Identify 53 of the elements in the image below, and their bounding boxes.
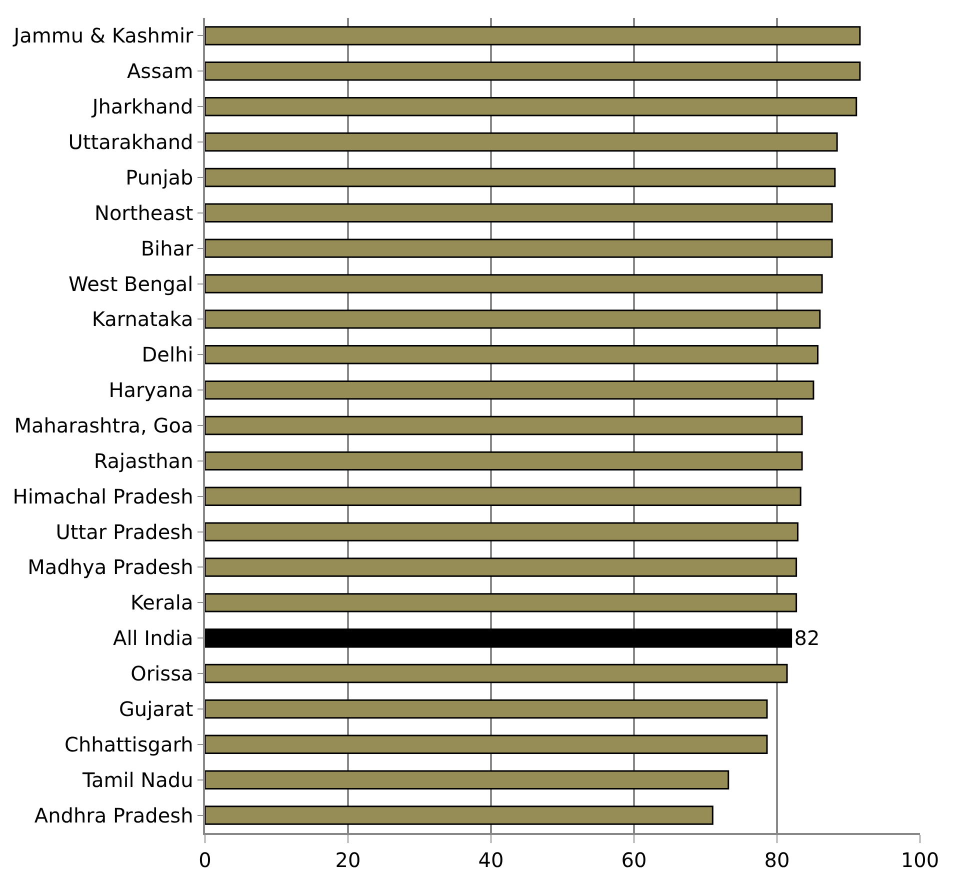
- bar: [205, 664, 788, 684]
- y-tick-label: Himachal Pradesh: [12, 484, 194, 508]
- y-tick-label: West Bengal: [68, 272, 194, 296]
- bar: [205, 628, 792, 648]
- y-tick-label: All India: [113, 626, 194, 650]
- bar: [205, 770, 730, 790]
- y-tick-label: Assam: [126, 59, 194, 84]
- bar: [205, 310, 821, 329]
- bar: [205, 451, 803, 471]
- y-tick-label: Andhra Pradesh: [34, 803, 194, 828]
- x-tick-label: 0: [198, 848, 212, 872]
- bar: [205, 345, 819, 364]
- bar: [205, 26, 861, 46]
- y-tick-label: Chhattisgarh: [64, 732, 194, 756]
- y-tick-label: Orissa: [130, 662, 194, 686]
- bar: [205, 62, 861, 81]
- x-tick-label: 80: [764, 848, 790, 872]
- bar: [205, 699, 768, 719]
- bar: [205, 806, 714, 825]
- bar: [205, 593, 798, 612]
- y-tick-label: Haryana: [108, 378, 194, 402]
- y-tick-label: Rajasthan: [94, 448, 194, 473]
- y-tick-label: Bihar: [140, 236, 194, 260]
- y-tick-label: Punjab: [126, 165, 194, 190]
- y-tick-label: Maharashtra, Goa: [14, 414, 194, 438]
- data-label: 82: [794, 626, 820, 650]
- bar: [205, 558, 798, 577]
- bar: [205, 132, 838, 152]
- y-tick-label: Karnataka: [92, 307, 194, 332]
- bar: [205, 274, 823, 294]
- bar: [205, 416, 803, 436]
- bar: [205, 203, 833, 222]
- bar: [205, 96, 858, 116]
- bar: [205, 486, 802, 506]
- y-tick-label: Jharkhand: [90, 94, 194, 119]
- y-tick-label: Tamil Nadu: [82, 768, 194, 792]
- y-tick-label: Kerala: [130, 590, 194, 615]
- x-tick-label: 100: [900, 848, 940, 872]
- y-tick-label: Jammu & Kashmir: [12, 24, 194, 48]
- y-tick-label: Uttar Pradesh: [56, 520, 194, 544]
- y-tick-label: Gujarat: [118, 696, 194, 721]
- y-tick-label: Northeast: [94, 200, 194, 225]
- bar: [205, 380, 814, 400]
- bar: [205, 168, 836, 188]
- y-tick-label: Delhi: [142, 342, 194, 367]
- bar: [205, 734, 768, 754]
- x-tick-label: 60: [621, 848, 647, 872]
- bar: [205, 522, 798, 542]
- y-tick-label: Madhya Pradesh: [28, 555, 194, 580]
- x-tick-label: 20: [335, 848, 361, 872]
- bar: [205, 238, 833, 258]
- x-tick-label: 40: [478, 848, 504, 872]
- y-tick-label: Uttarakhand: [68, 130, 194, 154]
